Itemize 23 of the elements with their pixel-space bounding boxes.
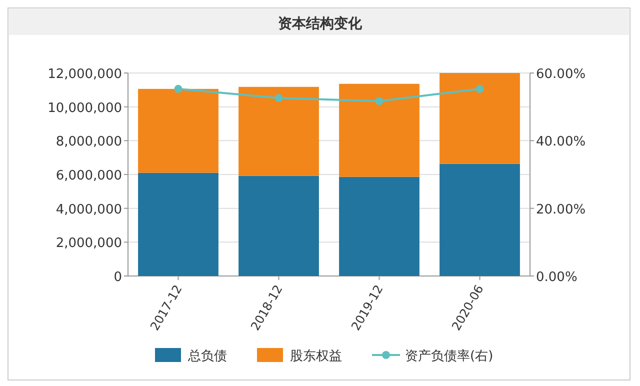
y-tick-label: 0: [114, 270, 122, 285]
y-tick-label: 12,000,000: [48, 67, 122, 82]
bar: [138, 88, 218, 173]
y-tick-label: 8,000,000: [56, 134, 122, 150]
y2-tick-label: 0.00%: [536, 270, 578, 285]
bar: [138, 172, 218, 276]
bar: [238, 176, 319, 276]
y2-tick-label: 20.00%: [536, 202, 586, 218]
chart-title: 资本结构变化: [278, 15, 363, 32]
bar: [339, 176, 420, 276]
legend-label: 股东权益: [290, 349, 342, 364]
bar: [440, 164, 520, 276]
legend-label: 资产负债率(右): [405, 348, 494, 364]
bar: [440, 73, 520, 164]
y-tick-label: 10,000,000: [48, 100, 122, 116]
bar: [238, 86, 319, 176]
bar: [339, 84, 420, 177]
y-tick-label: 2,000,000: [56, 236, 122, 252]
y-tick-label: 4,000,000: [56, 202, 122, 218]
y2-tick-label: 40.00%: [536, 134, 586, 150]
y-tick-label: 6,000,000: [56, 168, 122, 184]
y2-tick-label: 60.00%: [536, 67, 586, 82]
legend-label: 总负债: [187, 349, 227, 364]
